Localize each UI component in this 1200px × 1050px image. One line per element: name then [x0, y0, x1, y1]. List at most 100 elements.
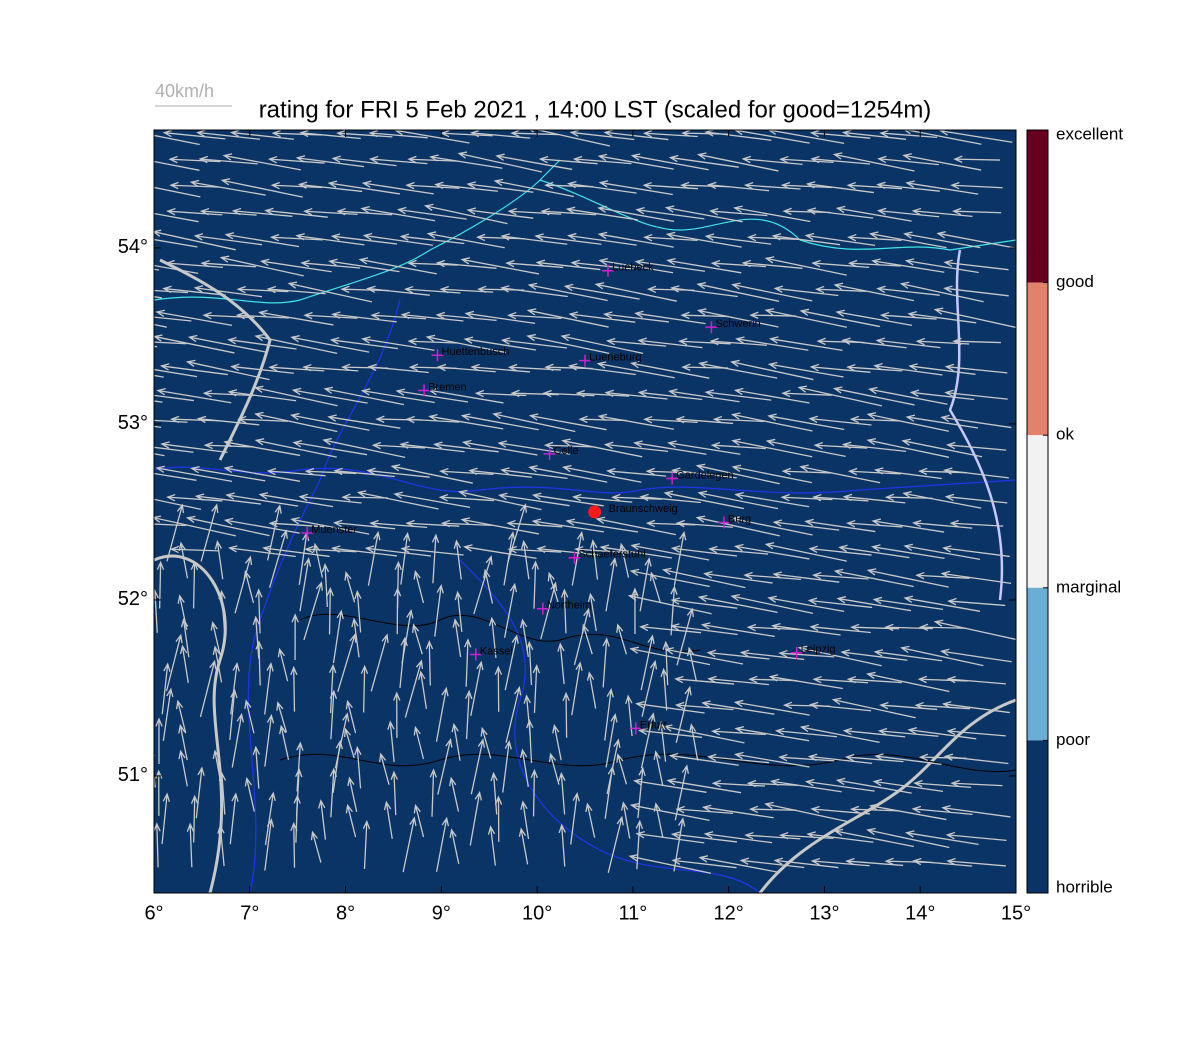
wind-arrow	[806, 207, 874, 219]
wind-arrow	[361, 336, 435, 351]
wind-arrow	[571, 493, 633, 503]
wind-arrow	[528, 413, 607, 431]
city-cross	[601, 264, 614, 277]
wind-arrow	[807, 753, 873, 765]
wind-arrow	[558, 823, 566, 867]
wind-arrow	[341, 493, 389, 501]
wind-arrow	[547, 571, 559, 603]
wind-arrow	[413, 569, 425, 604]
wind-arrow	[635, 700, 705, 714]
wind-arrow	[154, 160, 200, 171]
wind-arrow	[155, 465, 233, 482]
wind-arrow	[351, 617, 360, 658]
wind-arrow	[254, 438, 337, 458]
wind-arrow	[630, 153, 709, 171]
wind-arrow	[566, 232, 637, 246]
wind-arrow	[354, 745, 362, 789]
wind-arrow	[318, 799, 327, 840]
colorbar-frame	[1026, 129, 1049, 894]
wind-arrow	[407, 259, 458, 268]
wind-arrow	[841, 441, 907, 453]
wind-arrow	[370, 311, 427, 320]
wind-arrow	[730, 594, 814, 614]
wind-arrow	[866, 412, 949, 432]
wind-arrow	[230, 662, 240, 715]
wind-field	[154, 130, 1016, 874]
wind-arrow	[526, 718, 534, 764]
wind-arrow	[879, 130, 938, 139]
wind-arrow	[229, 792, 239, 845]
wind-arrow	[433, 441, 499, 453]
wind-arrow	[460, 257, 540, 275]
wind-arrow	[734, 726, 810, 742]
wind-arrow	[227, 545, 296, 558]
wind-arrow	[733, 387, 810, 404]
wind-arrow	[507, 503, 527, 563]
wind-arrow	[434, 583, 444, 637]
wind-arrow	[231, 712, 244, 768]
wind-arrow	[832, 386, 915, 406]
wind-arrow	[165, 259, 224, 269]
wind-arrow	[219, 255, 304, 277]
wind-arrow	[809, 363, 871, 373]
wind-arrow	[616, 623, 628, 655]
wind-arrow	[698, 361, 778, 379]
wind-arrow	[879, 311, 937, 320]
wind-arrow	[336, 130, 393, 138]
wind-arrow	[809, 623, 871, 634]
wind-arrow	[178, 749, 188, 787]
wind-arrow	[735, 336, 809, 351]
wind-arrow	[670, 597, 738, 609]
wind-arrow	[602, 637, 610, 688]
x-tick-label: 8°	[336, 902, 355, 924]
wind-arrow	[465, 689, 473, 740]
wind-arrow	[190, 794, 199, 843]
wind-arrow	[846, 675, 902, 684]
wind-arrow	[749, 311, 797, 319]
wind-arrow	[633, 778, 707, 793]
wind-arrow	[671, 857, 737, 869]
wind-arrow	[943, 259, 1009, 271]
wind-arrow	[303, 207, 358, 216]
wind-arrow	[218, 589, 226, 633]
wind-arrow	[915, 571, 970, 580]
wind-arrow	[940, 570, 1012, 585]
wind-arrow	[873, 649, 943, 662]
wind-arrow	[154, 229, 236, 251]
wind-arrow	[483, 568, 494, 604]
wind-arrow	[194, 493, 262, 505]
wind-arrow	[156, 560, 165, 609]
wind-arrow	[299, 557, 312, 612]
wind-arrow	[326, 586, 334, 635]
wind-arrow	[634, 310, 706, 325]
wind-arrow	[234, 555, 253, 614]
wind-arrow	[202, 389, 255, 398]
wind-arrow	[532, 663, 541, 713]
wind-arrow	[366, 467, 430, 478]
colorbar-label: ok	[1056, 425, 1074, 444]
wind-arrow	[872, 778, 944, 792]
wind-arrow	[710, 259, 766, 268]
wind-arrow	[951, 207, 1002, 216]
wind-arrow	[831, 697, 916, 719]
wind-arrow	[748, 675, 798, 684]
wind-arrow	[946, 675, 1006, 685]
wind-arrow	[635, 207, 705, 220]
wind-arrow	[255, 640, 263, 686]
wind-arrow	[946, 441, 1007, 451]
wind-arrow	[154, 134, 200, 146]
city-marker	[601, 264, 614, 277]
wind-arrow	[605, 713, 618, 768]
wind-arrow	[364, 545, 432, 557]
wind-arrow	[942, 545, 1010, 558]
colorbar-segment	[1027, 130, 1048, 283]
wind-arrow	[710, 441, 766, 450]
wind-arrow	[500, 467, 568, 480]
wind-arrow	[907, 311, 977, 324]
wind-arrow	[200, 503, 219, 562]
wind-arrow	[529, 130, 611, 147]
wind-arrow	[649, 571, 661, 603]
wind-arrow	[435, 686, 449, 742]
wind-arrow	[604, 765, 616, 819]
city-label: Bremen	[428, 381, 467, 393]
